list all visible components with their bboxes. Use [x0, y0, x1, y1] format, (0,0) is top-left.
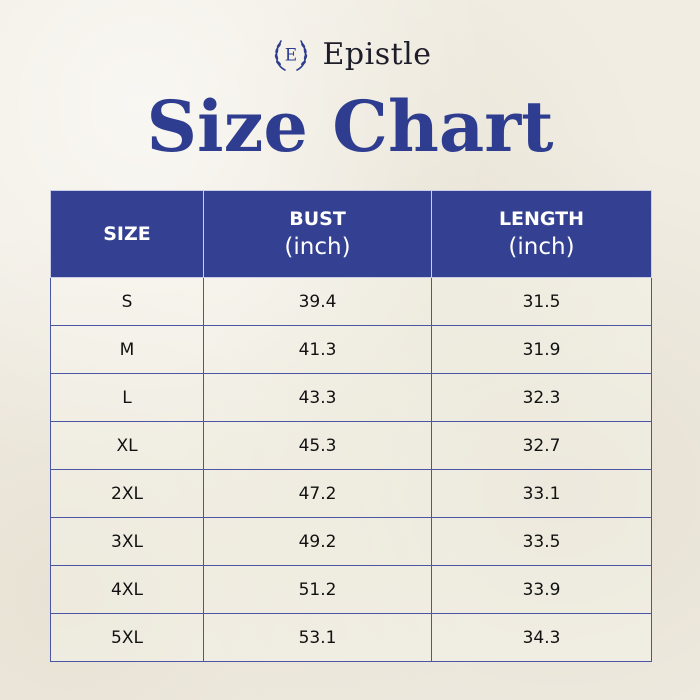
size-cell: 2XL: [50, 469, 204, 518]
length-cell: 33.1: [431, 469, 652, 518]
table-row: M 41.3 31.9: [50, 325, 652, 374]
table-row: S 39.4 31.5: [50, 277, 652, 326]
laurel-logo-icon: E: [274, 40, 307, 71]
header-bust-unit: (inch): [284, 234, 351, 260]
length-cell: 33.5: [431, 517, 652, 566]
size-cell: XL: [50, 421, 204, 470]
size-table-body: S 39.4 31.5 M 41.3 31.9 L 43.3 32.3 XL 45.3 32.7 2XL…: [50, 277, 652, 662]
header-length-unit: (inch): [508, 234, 575, 260]
table-row: XL 45.3 32.7: [50, 421, 652, 470]
page-title: Size Chart: [146, 85, 554, 168]
size-cell: 4XL: [50, 565, 204, 614]
header-bust: BUST (inch): [203, 190, 432, 278]
table-header-row: SIZE BUST (inch) LENGTH (inch): [50, 190, 652, 278]
bust-cell: 43.3: [203, 373, 432, 422]
header-length: LENGTH (inch): [431, 190, 652, 278]
size-cell: S: [50, 277, 204, 326]
header-bust-label: BUST: [289, 208, 346, 230]
table-row: 4XL 51.2 33.9: [50, 565, 652, 614]
bust-cell: 49.2: [203, 517, 432, 566]
length-cell: 31.5: [431, 277, 652, 326]
size-cell: M: [50, 325, 204, 374]
brand-name: Epistle: [322, 36, 432, 72]
table-row: L 43.3 32.3: [50, 373, 652, 422]
length-cell: 34.3: [431, 613, 652, 662]
bust-cell: 41.3: [203, 325, 432, 374]
bust-cell: 39.4: [203, 277, 432, 326]
header-length-label: LENGTH: [498, 208, 585, 230]
length-cell: 32.7: [431, 421, 652, 470]
table-row: 5XL 53.1 34.3: [50, 613, 652, 662]
table-row: 2XL 47.2 33.1: [50, 469, 652, 518]
bust-cell: 47.2: [203, 469, 432, 518]
size-cell: 3XL: [50, 517, 204, 566]
size-table: SIZE BUST (inch) LENGTH (inch) S 39.4 31.5…: [50, 190, 652, 662]
header-size-label: SIZE: [103, 223, 151, 245]
size-cell: 5XL: [50, 613, 204, 662]
length-cell: 32.3: [431, 373, 652, 422]
logo-letter: E: [284, 46, 296, 66]
size-cell: L: [50, 373, 204, 422]
bust-cell: 51.2: [203, 565, 432, 614]
brand-header: E Epistle: [0, 32, 700, 76]
bust-cell: 53.1: [203, 613, 432, 662]
header-size: SIZE: [50, 190, 204, 278]
table-row: 3XL 49.2 33.5: [50, 517, 652, 566]
length-cell: 33.9: [431, 565, 652, 614]
bust-cell: 45.3: [203, 421, 432, 470]
length-cell: 31.9: [431, 325, 652, 374]
